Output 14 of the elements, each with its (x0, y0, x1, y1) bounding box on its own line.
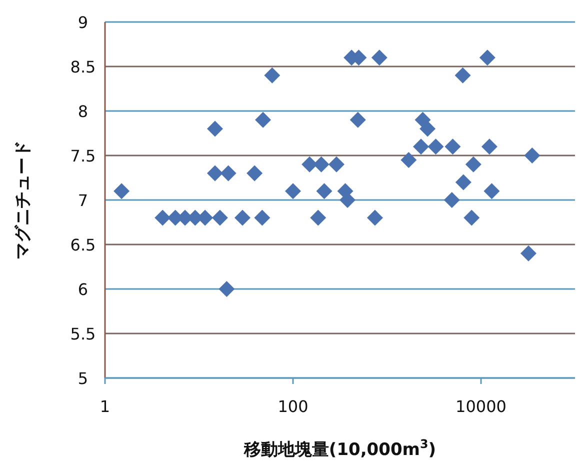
x-axis-title: 移動地塊量(10,000m$^{3}$) (242, 437, 436, 460)
y-tick-label: 6.5 (70, 236, 96, 254)
y-tick-label: 8.5 (70, 58, 96, 76)
x-tick-label: 100 (278, 397, 308, 416)
y-tick-label: 9 (78, 13, 88, 32)
y-tick-label: 6 (78, 280, 88, 299)
y-tick-label: 7 (78, 191, 88, 210)
y-axis-title: マグニチュード (13, 140, 33, 260)
y-tick-label: 5 (78, 369, 88, 388)
y-tick-label: 5.5 (70, 324, 96, 344)
x-tick-label: 10000 (456, 397, 506, 416)
y-tick-label: 7.5 (70, 146, 96, 166)
x-tick-label: 1 (100, 397, 110, 416)
y-tick-label: 8 (78, 102, 88, 121)
